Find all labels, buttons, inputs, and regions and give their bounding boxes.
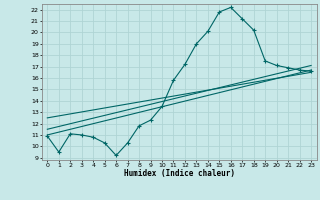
X-axis label: Humidex (Indice chaleur): Humidex (Indice chaleur) <box>124 169 235 178</box>
